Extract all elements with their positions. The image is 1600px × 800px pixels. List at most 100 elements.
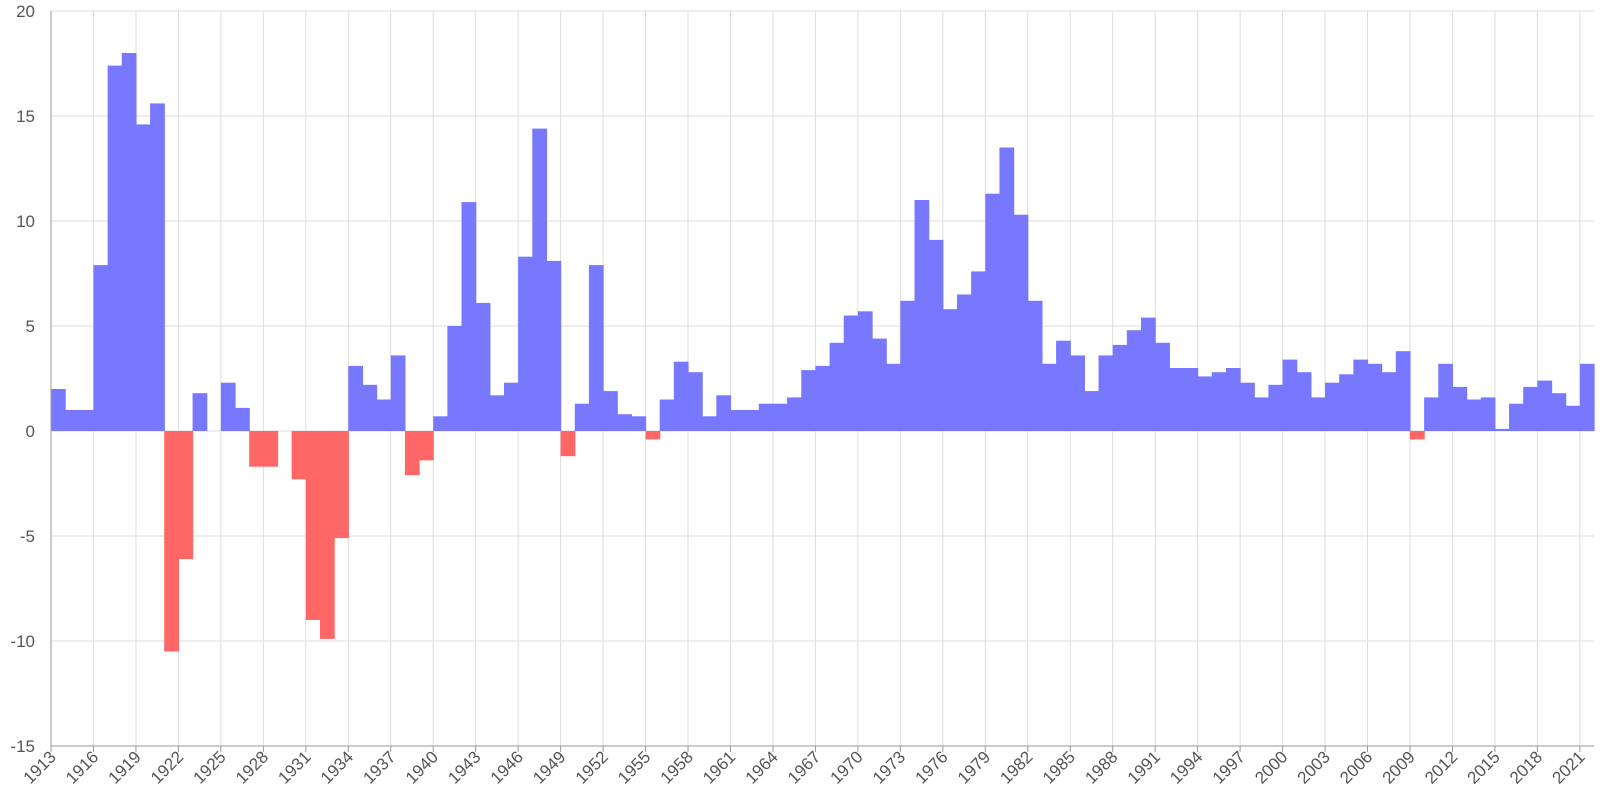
bar-2007: [1381, 372, 1397, 431]
bar-1926: [235, 407, 250, 431]
bar-1923: [192, 393, 208, 431]
y-tick-label: -10: [10, 632, 35, 651]
x-tick-label: 2003: [1294, 747, 1334, 787]
bar-1946: [518, 256, 533, 431]
bar-1919: [135, 124, 151, 432]
bar-1992: [1169, 368, 1185, 431]
bar-1917: [107, 65, 123, 431]
x-tick-label: 1967: [784, 747, 824, 787]
x-tick-label: 1934: [317, 747, 357, 787]
bar-1921: [164, 431, 180, 652]
bar-1995: [1211, 372, 1227, 431]
bar-1991: [1155, 342, 1170, 431]
y-tick-label: 15: [16, 107, 35, 126]
x-tick-label: 1991: [1124, 747, 1164, 787]
bar-1936: [376, 399, 392, 431]
bar-1933: [334, 431, 349, 539]
bar-1980: [999, 147, 1015, 431]
bar-1966: [801, 370, 817, 431]
bar-1998: [1254, 397, 1270, 431]
bar-1955: [645, 431, 661, 440]
axis-layer: [50, 11, 1594, 752]
bar-1940: [433, 416, 448, 431]
bar-1942: [461, 202, 477, 431]
bar-1953: [617, 414, 632, 431]
bar-2006: [1367, 363, 1383, 431]
bar-1994: [1197, 376, 1213, 431]
bar-1987: [1098, 355, 1114, 431]
bar-2017: [1523, 386, 1538, 431]
y-tick-label: -15: [10, 737, 35, 756]
bar-1945: [503, 382, 519, 431]
bar-1976: [942, 309, 958, 431]
bar-2000: [1282, 359, 1298, 431]
bar-1949: [560, 431, 576, 457]
bar-2009: [1409, 431, 1425, 440]
x-tick-label: 1922: [147, 747, 187, 787]
bar-1974: [914, 200, 930, 431]
bar-1925: [220, 382, 236, 431]
bar-1941: [447, 326, 463, 431]
bar-1934: [348, 365, 364, 431]
x-tick-label: 1988: [1081, 747, 1121, 787]
x-tick-label: 1931: [274, 747, 314, 787]
bar-2012: [1452, 386, 1468, 431]
bar-1983: [1041, 363, 1057, 431]
y-tick-label: 20: [16, 2, 35, 21]
x-tick-label: 1961: [699, 747, 739, 787]
x-tick-label: 1994: [1166, 747, 1206, 787]
bar-1967: [815, 365, 831, 431]
x-tick-label: 2015: [1464, 747, 1504, 787]
bar-1988: [1112, 344, 1128, 431]
bar-1931: [305, 431, 321, 620]
bar-2008: [1395, 351, 1411, 431]
y-tick-label: 0: [26, 422, 35, 441]
bar-1965: [787, 397, 802, 431]
bar-1982: [1027, 300, 1043, 431]
bar-1943: [475, 302, 491, 431]
bar-2019: [1551, 393, 1567, 431]
x-tick-label: 1943: [444, 747, 484, 787]
bar-1999: [1268, 384, 1284, 431]
x-tick-label: 1982: [996, 747, 1036, 787]
bar-1952: [603, 391, 618, 431]
bar-1932: [319, 431, 335, 639]
bar-2005: [1353, 359, 1369, 431]
bar-1927: [249, 431, 264, 467]
x-tick-label: 1919: [105, 747, 145, 787]
y-tick-label: -5: [20, 527, 35, 546]
bar-2015: [1494, 428, 1510, 431]
bar-1922: [178, 431, 194, 560]
bar-1938: [404, 431, 420, 476]
bar-2001: [1296, 372, 1312, 431]
bar-2003: [1325, 382, 1340, 431]
bar-1970: [857, 311, 873, 431]
bar-1915: [79, 410, 95, 431]
x-tick-label: 1976: [911, 747, 951, 787]
bar-2020: [1565, 405, 1581, 431]
bar-1918: [121, 53, 137, 431]
bar-1948: [546, 260, 562, 431]
bar-1973: [900, 300, 916, 431]
x-tick-label: 1955: [614, 747, 654, 787]
bar-1972: [886, 363, 901, 431]
bar-2011: [1438, 363, 1454, 431]
x-tick-label: 1949: [529, 747, 569, 787]
x-tick-label: 1979: [954, 747, 994, 787]
bar-1962: [744, 410, 760, 431]
bar-1950: [574, 403, 590, 431]
bar-2004: [1339, 374, 1354, 431]
bar-1935: [362, 384, 378, 431]
x-tick-label: 1937: [359, 747, 399, 787]
x-tick-label: 1973: [869, 747, 909, 787]
x-tick-label: 1952: [572, 747, 612, 787]
bar-1916: [93, 265, 109, 431]
bar-1984: [1056, 340, 1071, 431]
bar-2013: [1466, 399, 1482, 431]
bar-1944: [489, 395, 505, 431]
y-tick-label: 10: [16, 212, 35, 231]
bar-2014: [1480, 397, 1496, 431]
bar-1960: [716, 395, 732, 431]
bar-1951: [588, 265, 604, 431]
